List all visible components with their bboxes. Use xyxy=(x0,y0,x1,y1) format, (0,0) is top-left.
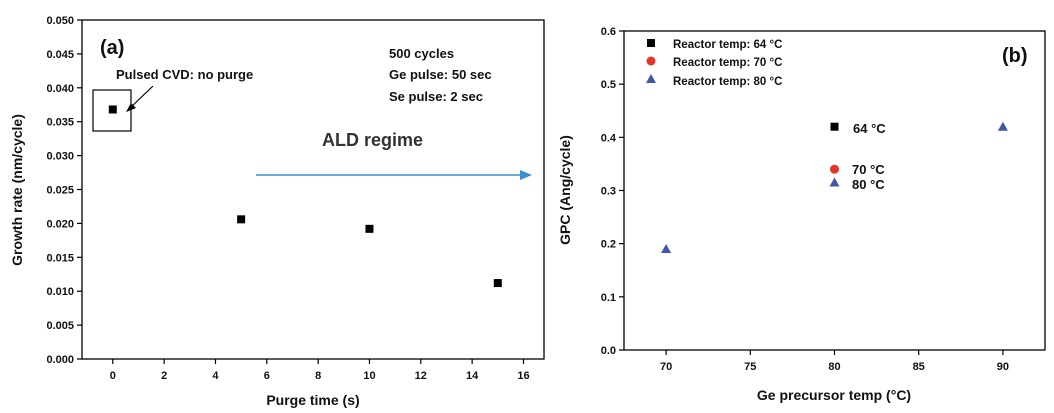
data-points-a xyxy=(108,105,502,288)
y-tick-label: 0.3 xyxy=(601,186,616,198)
x-axis-label-b: Ge precursor temp (°C) xyxy=(757,387,911,403)
y-axis-label-b: GPC (Ang/cycle) xyxy=(557,135,573,245)
condition-cycles: 500 cycles xyxy=(389,46,454,61)
callout-arrowhead xyxy=(126,103,136,112)
x-tick-label: 80 xyxy=(828,361,840,373)
data-point xyxy=(493,279,502,288)
ald-regime-label: ALD regime xyxy=(322,130,423,150)
y-tick-label: 0.040 xyxy=(46,83,74,95)
legend: Reactor temp: 64 °C Reactor temp: 70 °C … xyxy=(646,39,782,88)
panel-label-b: (b) xyxy=(1002,45,1028,67)
highlight-box xyxy=(92,89,132,132)
condition-se-pulse: Se pulse: 2 sec xyxy=(389,89,483,104)
y-tick-label: 0.025 xyxy=(46,185,74,197)
x-tick-label: 85 xyxy=(913,361,925,373)
x-tick-label: 6 xyxy=(264,370,270,382)
condition-ge-pulse: Ge pulse: 50 sec xyxy=(389,67,492,82)
data-points-b xyxy=(661,121,1008,253)
legend-label-70: Reactor temp: 70 °C xyxy=(673,57,782,69)
y-tick-label: 0.4 xyxy=(601,132,617,144)
x-tick-label: 14 xyxy=(466,370,479,382)
y-tick-label: 0.1 xyxy=(601,292,616,304)
y-tick-label: 0.000 xyxy=(46,354,74,366)
legend-marker-70 xyxy=(646,56,656,66)
y-tick-label: 0.005 xyxy=(46,320,74,332)
x-tick-label: 2 xyxy=(161,370,167,382)
data-point xyxy=(830,164,839,174)
x-tick-label: 0 xyxy=(110,370,116,382)
point-label-70: 70 °C xyxy=(852,162,885,177)
data-point xyxy=(237,215,246,224)
y-ticks-a: 0.000 0.005 0.010 0.015 0.020 0.025 0.030 0.035… xyxy=(46,15,82,366)
x-ticks-b: 70 75 80 85 90 xyxy=(660,350,1009,373)
x-axis-label-a: Purge time (s) xyxy=(266,392,359,408)
annotation-pulsed-cvd: Pulsed CVD: no purge xyxy=(116,67,253,82)
y-ticks-b: 0.0 0.1 0.2 0.3 0.4 0.5 0.6 xyxy=(601,26,624,357)
x-tick-label: 90 xyxy=(997,361,1009,373)
x-tick-label: 10 xyxy=(363,370,375,382)
point-label-80: 80 °C xyxy=(852,177,885,192)
legend-label-80: Reactor temp: 80 °C xyxy=(673,76,782,88)
y-tick-label: 0.2 xyxy=(601,239,616,251)
x-tick-label: 12 xyxy=(415,370,427,382)
legend-label-64: Reactor temp: 64 °C xyxy=(673,39,782,51)
legend-marker-64 xyxy=(647,39,655,47)
data-point xyxy=(661,243,672,253)
y-tick-label: 0.050 xyxy=(46,15,74,27)
panel-a: 0.000 0.005 0.010 0.015 0.020 0.025 0.030 0.035… xyxy=(9,15,545,408)
x-ticks-a: 0 2 4 6 8 10 12 14 16 xyxy=(110,359,530,382)
y-tick-label: 0.0 xyxy=(601,345,616,357)
data-point xyxy=(108,105,117,114)
y-tick-label: 0.5 xyxy=(601,79,616,91)
y-tick-label: 0.010 xyxy=(46,286,74,298)
data-point xyxy=(829,177,840,187)
y-tick-label: 0.030 xyxy=(46,151,74,163)
y-tick-label: 0.020 xyxy=(46,218,74,230)
ald-regime-arrowhead xyxy=(520,170,532,180)
x-tick-label: 8 xyxy=(315,370,321,382)
point-label-64: 64 °C xyxy=(853,121,886,136)
y-tick-label: 0.045 xyxy=(46,49,74,61)
y-axis-label-a: Growth rate (nm/cycle) xyxy=(9,114,25,266)
panel-label-a: (a) xyxy=(100,37,124,59)
x-tick-label: 16 xyxy=(517,370,529,382)
data-point xyxy=(365,224,374,233)
x-tick-label: 70 xyxy=(660,361,672,373)
y-tick-label: 0.6 xyxy=(601,26,616,38)
panel-b: 0.0 0.1 0.2 0.3 0.4 0.5 0.6 70 75 80 85 90 (b) Rea… xyxy=(557,26,1046,403)
x-tick-label: 75 xyxy=(744,361,756,373)
y-tick-label: 0.035 xyxy=(46,117,74,129)
legend-marker-80 xyxy=(646,74,656,83)
x-tick-label: 4 xyxy=(212,370,219,382)
data-point xyxy=(997,121,1008,131)
data-point xyxy=(830,122,839,131)
y-tick-label: 0.015 xyxy=(46,252,74,264)
